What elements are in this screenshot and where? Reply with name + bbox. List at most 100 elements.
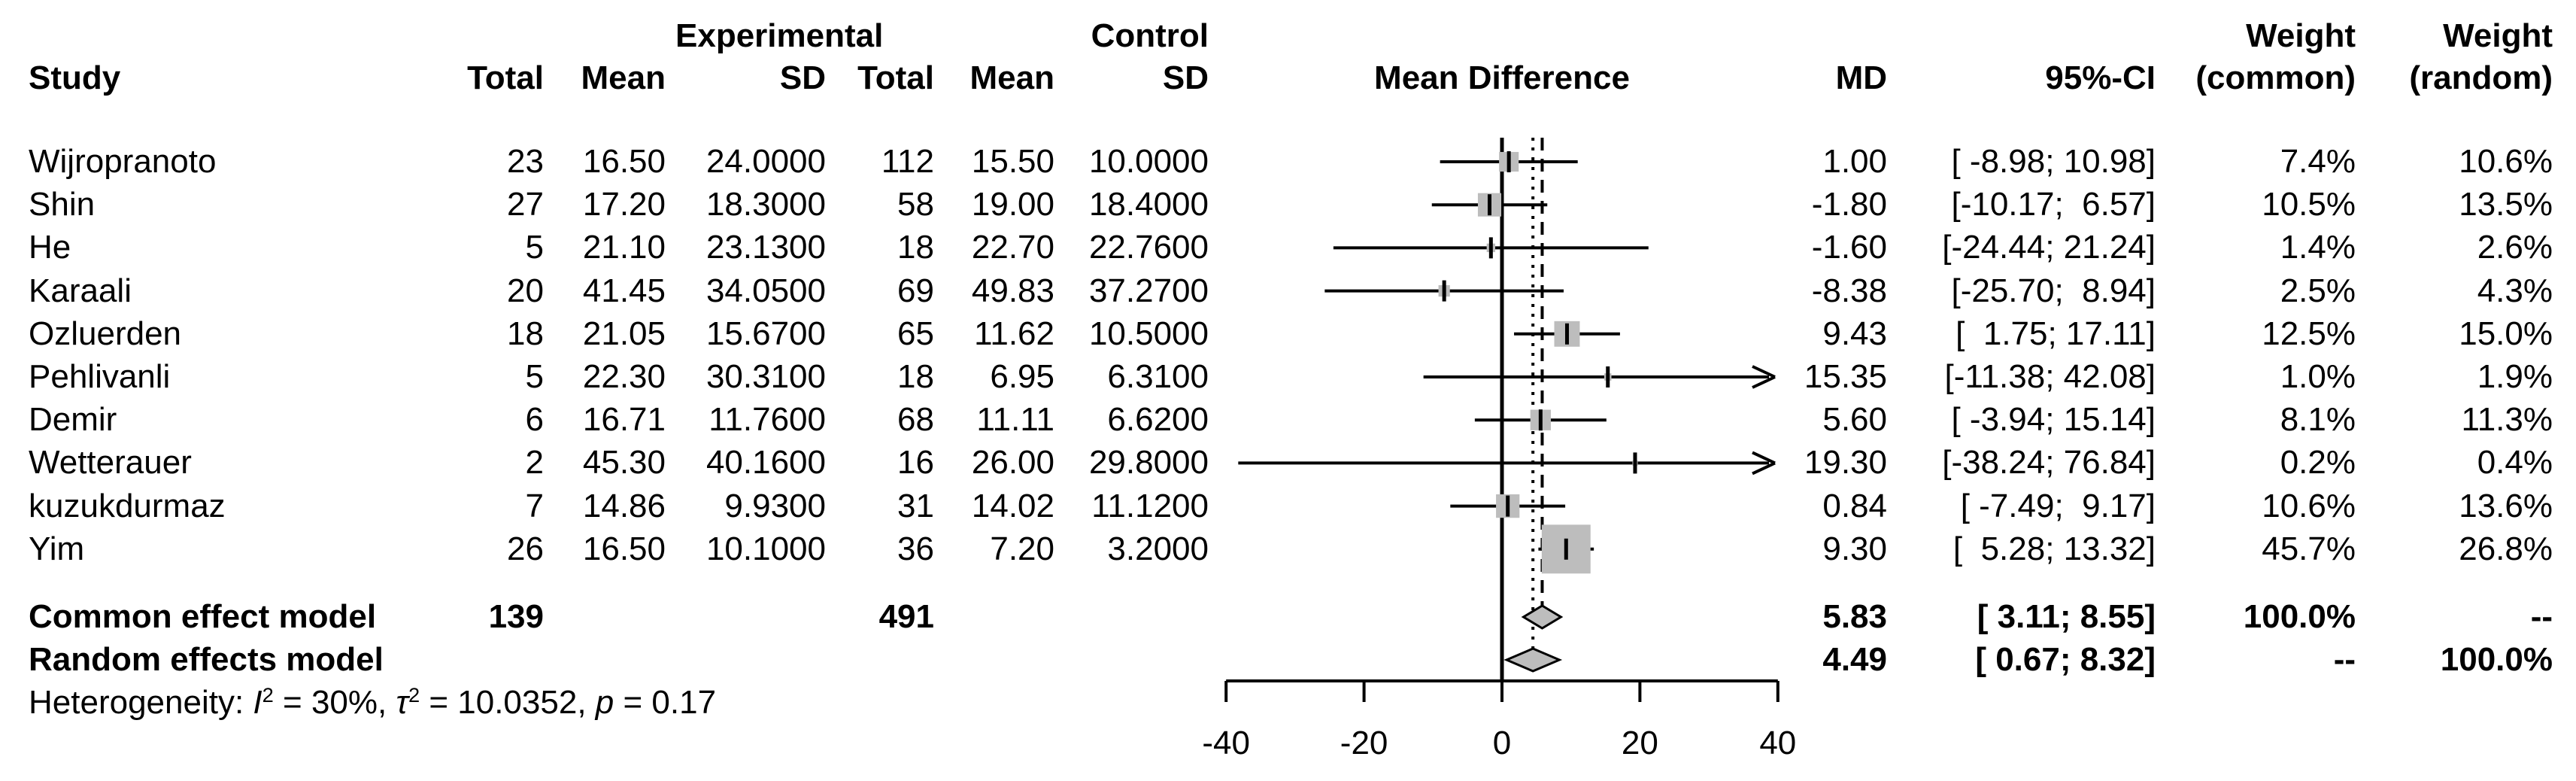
- study-name: Wijropranoto: [29, 143, 217, 180]
- summary-weight-common: --: [2333, 641, 2356, 678]
- study-ctl_sd: 10.0000: [1088, 143, 1209, 180]
- study-wc_text: 8.1%: [2280, 401, 2356, 439]
- study-ctl_mean: 7.20: [990, 530, 1054, 567]
- study-ci_text: [ -8.98; 10.98]: [1951, 143, 2156, 180]
- study-md_text: 15.35: [1804, 358, 1887, 395]
- arrow-right-icon: [1752, 375, 1776, 389]
- study-ci_text: [-25.70; 8.94]: [1951, 272, 2156, 309]
- study-ctl_sd: 22.7600: [1088, 229, 1209, 266]
- summary-label: Common effect model: [29, 598, 377, 635]
- study-name: Karaali: [29, 272, 132, 309]
- study-wc_text: 45.7%: [2262, 530, 2356, 567]
- header-weight-random: (random): [2409, 59, 2553, 96]
- study-ci_text: [-11.38; 42.08]: [1944, 358, 2156, 395]
- study-wr_text: 15.0%: [2459, 315, 2553, 352]
- study-wc_text: 7.4%: [2280, 143, 2356, 180]
- effect-point-tick: [1487, 194, 1491, 216]
- study-exp_mean: 14.86: [582, 487, 666, 524]
- study-exp_sd: 9.9300: [724, 487, 826, 524]
- study-ctl_sd: 3.2000: [1107, 530, 1209, 567]
- effect-point-tick: [1506, 151, 1511, 172]
- study-ctl_total: 69: [897, 272, 934, 309]
- effect-point-tick: [1488, 237, 1493, 259]
- study-ctl_mean: 11.62: [974, 315, 1054, 352]
- study-wr_text: 13.6%: [2459, 487, 2553, 524]
- study-wc_text: 10.5%: [2262, 186, 2356, 223]
- study-ctl_mean: 11.11: [976, 401, 1054, 439]
- study-name: He: [29, 229, 71, 266]
- header-ctl-total: Total: [857, 59, 934, 96]
- summary-ci: [ 0.67; 8.32]: [1975, 641, 2156, 678]
- heterogeneity-part: 2: [408, 683, 420, 707]
- summary-exp-total: 139: [488, 598, 544, 635]
- study-md_text: 1.00: [1822, 143, 1887, 180]
- study-exp_total: 20: [507, 272, 544, 309]
- header-group-control: Control: [1091, 17, 1209, 54]
- x-axis-tick-label: 40: [1759, 725, 1797, 761]
- study-name: Ozluerden: [29, 315, 182, 352]
- study-exp_mean: 17.20: [582, 186, 666, 223]
- summary-weight-common: 100.0%: [2243, 598, 2356, 635]
- study-ctl_mean: 15.50: [971, 143, 1054, 180]
- study-ctl_total: 58: [897, 186, 934, 223]
- study-ctl_sd: 29.8000: [1088, 444, 1209, 482]
- study-exp_total: 18: [507, 315, 544, 352]
- study-exp_sd: 40.1600: [705, 444, 826, 482]
- heterogeneity-part: p: [595, 684, 614, 721]
- header-weight-random-top: Weight: [2443, 17, 2553, 54]
- study-ctl_sd: 37.2700: [1088, 272, 1209, 309]
- summary-diamond: [1503, 647, 1563, 673]
- study-wr_text: 2.6%: [2477, 229, 2553, 266]
- summary-diamond: [1521, 604, 1564, 630]
- study-ci_text: [ 1.75; 17.11]: [1956, 315, 2156, 352]
- study-exp_total: 5: [525, 229, 544, 266]
- study-ctl_total: 68: [897, 401, 934, 439]
- study-ctl_total: 16: [897, 444, 934, 482]
- study-exp_total: 23: [507, 143, 544, 180]
- study-name: kuzukdurmaz: [29, 487, 226, 524]
- study-exp_sd: 10.1000: [705, 530, 826, 567]
- study-exp_sd: 11.7600: [708, 401, 826, 439]
- study-md_text: -8.38: [1811, 272, 1887, 309]
- study-ctl_sd: 11.1200: [1091, 487, 1209, 524]
- arrow-right-icon: [1752, 461, 1776, 476]
- effect-point-tick: [1442, 280, 1446, 302]
- effect-point-tick: [1564, 538, 1568, 560]
- study-ci_text: [-24.44; 21.24]: [1942, 229, 2156, 266]
- study-ctl_total: 36: [897, 530, 934, 567]
- heterogeneity-part: = 10.0352,: [420, 684, 596, 721]
- study-exp_sd: 30.3100: [705, 358, 826, 395]
- study-exp_sd: 15.6700: [705, 315, 826, 352]
- study-md_text: -1.60: [1811, 229, 1887, 266]
- study-wc_text: 10.6%: [2262, 487, 2356, 524]
- study-ctl_sd: 6.3100: [1107, 358, 1209, 395]
- study-ctl_sd: 10.5000: [1088, 315, 1209, 352]
- effect-point-tick: [1633, 452, 1637, 474]
- study-md_text: -1.80: [1811, 186, 1887, 223]
- study-wc_text: 1.0%: [2280, 358, 2356, 395]
- effect-point-tick: [1506, 495, 1510, 517]
- heterogeneity-part: τ: [396, 684, 408, 721]
- x-axis-tick-label: -20: [1340, 725, 1388, 761]
- arrow-right-icon: [1752, 451, 1776, 465]
- study-exp_total: 26: [507, 530, 544, 567]
- x-axis-tick-label: 0: [1492, 725, 1512, 761]
- study-wc_text: 12.5%: [2262, 315, 2356, 352]
- study-md_text: 9.30: [1822, 530, 1887, 567]
- study-exp_sd: 34.0500: [705, 272, 826, 309]
- heterogeneity-part: I: [253, 684, 262, 721]
- study-ci_text: [ -3.94; 15.14]: [1951, 401, 2156, 439]
- study-md_text: 5.60: [1822, 401, 1887, 439]
- study-exp_total: 27: [507, 186, 544, 223]
- study-ctl_mean: 19.00: [971, 186, 1054, 223]
- study-wr_text: 26.8%: [2459, 530, 2553, 567]
- effect-point-tick: [1606, 366, 1610, 387]
- effect-point-tick: [1564, 323, 1569, 345]
- study-exp_sd: 18.3000: [705, 186, 826, 223]
- study-exp_mean: 21.10: [582, 229, 666, 266]
- study-ci_text: [ 5.28; 13.32]: [1952, 530, 2156, 567]
- study-ctl_sd: 18.4000: [1088, 186, 1209, 223]
- study-ctl_mean: 49.83: [971, 272, 1054, 309]
- header-exp-sd: SD: [779, 59, 826, 96]
